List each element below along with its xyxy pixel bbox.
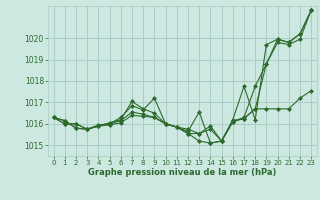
X-axis label: Graphe pression niveau de la mer (hPa): Graphe pression niveau de la mer (hPa) <box>88 168 276 177</box>
